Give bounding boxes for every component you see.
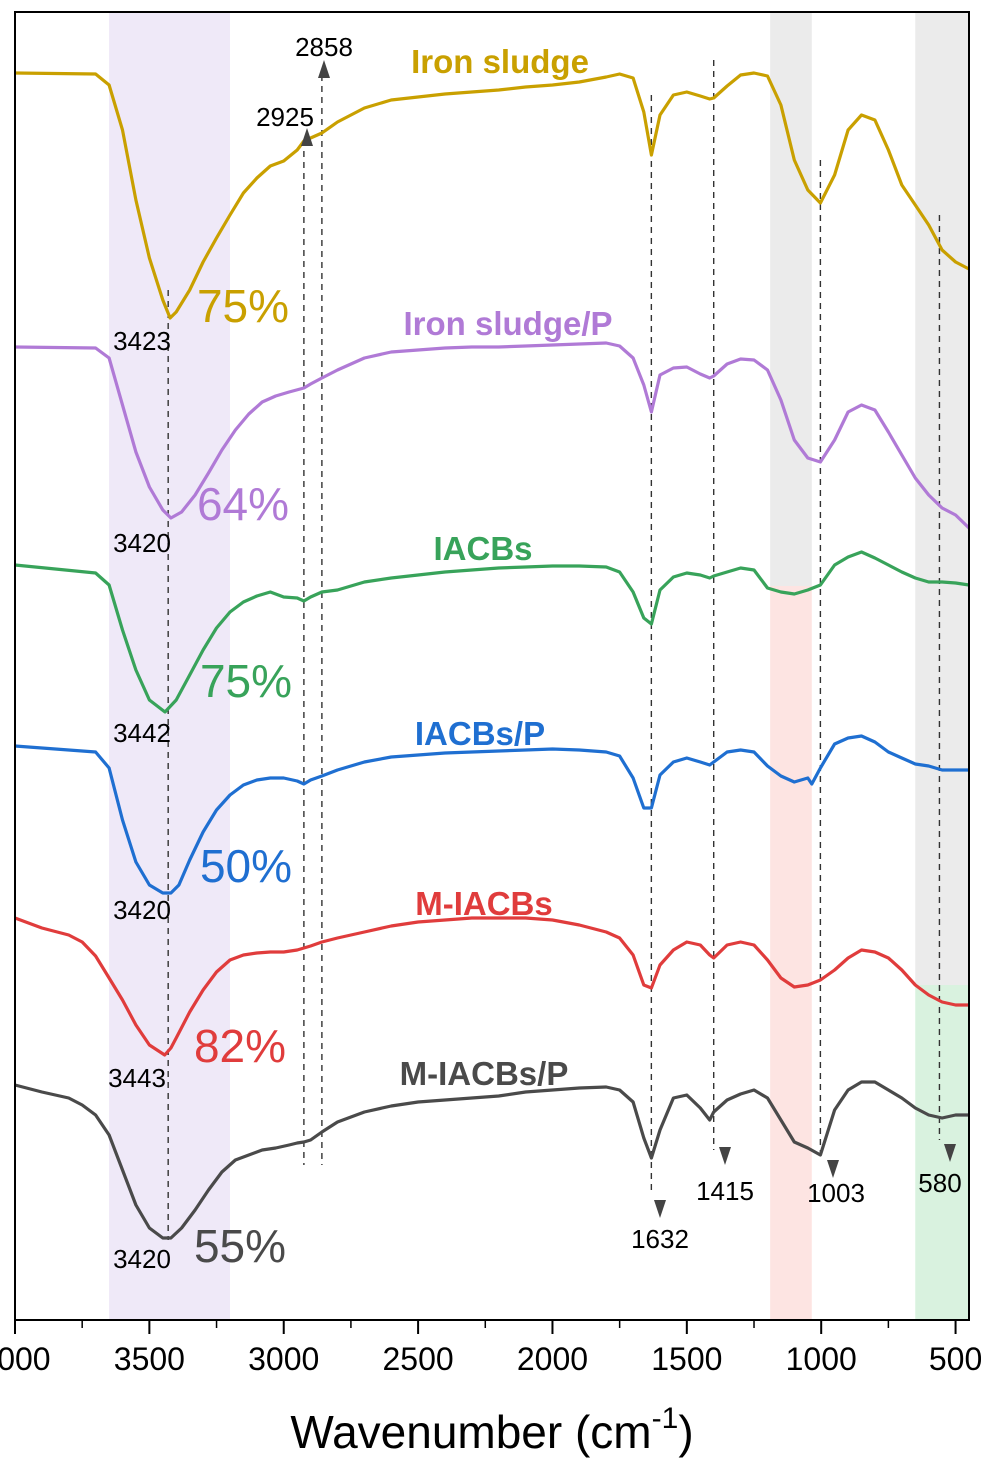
band-1 [770,13,812,586]
x-tick-label-2500: 2500 [383,1341,454,1377]
x-tick-label-1000: 1000 [786,1341,857,1377]
series-line-5 [14,1080,969,1240]
annotation-label-1003: 1003 [807,1178,865,1208]
x-tick-label-1500: 1500 [651,1341,722,1377]
series-line-1 [14,341,971,530]
annotation-arrow-1632 [654,1200,666,1218]
series-percent-4: 82% [194,1020,286,1072]
series-peak-label-1: 3420 [113,528,171,558]
x-axis-label-sup: -1 [652,1402,679,1435]
series-name-0: Iron sludge [411,43,589,80]
guide-lines [167,60,941,1240]
annotation-label-1632: 1632 [631,1224,689,1254]
band-0 [109,13,230,1320]
series-percent-2: 75% [200,655,292,707]
series-percent-1: 64% [197,478,289,530]
annotation-label-2858: 2858 [295,32,353,62]
series-percent-0: 75% [197,280,289,332]
x-axis-label-close: ) [678,1406,693,1458]
x-tick-label-2000: 2000 [517,1341,588,1377]
series-name-3: IACBs/P [415,715,545,752]
x-tick-label-3000: 3000 [248,1341,319,1377]
series-labels: Iron sludge 75% 3423 Iron sludge/P 64% 3420 IA… [108,43,612,1274]
annotation-arrow-580 [944,1144,956,1162]
series-name-5: M-IACBs/P [400,1055,569,1092]
series-peak-label-3: 3420 [113,895,171,925]
plot-frame [14,11,970,1321]
spectra [14,71,971,1240]
series-peak-label-2: 3442 [113,718,171,748]
series-line-0 [14,71,970,320]
x-axis-label-main: Wavenumber (cm [290,1406,651,1458]
band-2 [770,586,812,1320]
x-tick-label-3500: 3500 [114,1341,185,1377]
x-tick-label-500: 500 [929,1341,981,1377]
annotation-arrow-2858 [318,60,330,78]
series-line-4 [14,916,969,1057]
series-peak-label-5: 3420 [113,1244,171,1274]
series-name-1: Iron sludge/P [403,305,612,342]
annotation-arrow-1415 [719,1147,731,1165]
annotation-label-2925: 2925 [256,102,314,132]
series-percent-5: 55% [194,1220,286,1272]
series-percent-3: 50% [200,840,292,892]
band-3 [915,13,969,985]
band-4 [915,985,969,1320]
x-tick-label-4000: 4000 [0,1341,51,1377]
annotation-label-1415: 1415 [696,1176,754,1206]
highlight-bands [109,13,969,1320]
series-line-2 [14,550,970,714]
annotation-arrow-1003 [827,1160,839,1178]
annotation-arrow-2925 [301,128,313,146]
series-line-3 [14,734,969,895]
series-name-4: M-IACBs [415,885,553,922]
x-axis: 4000 3500 3000 2500 2000 1500 1000 500 [0,1320,981,1377]
annotation-label-580: 580 [918,1168,961,1198]
series-peak-label-4: 3443 [108,1063,166,1093]
series-peak-label-0: 3423 [113,326,171,356]
x-axis-label: Wavenumber (cm-1) [290,1402,693,1458]
series-name-2: IACBs [433,530,532,567]
